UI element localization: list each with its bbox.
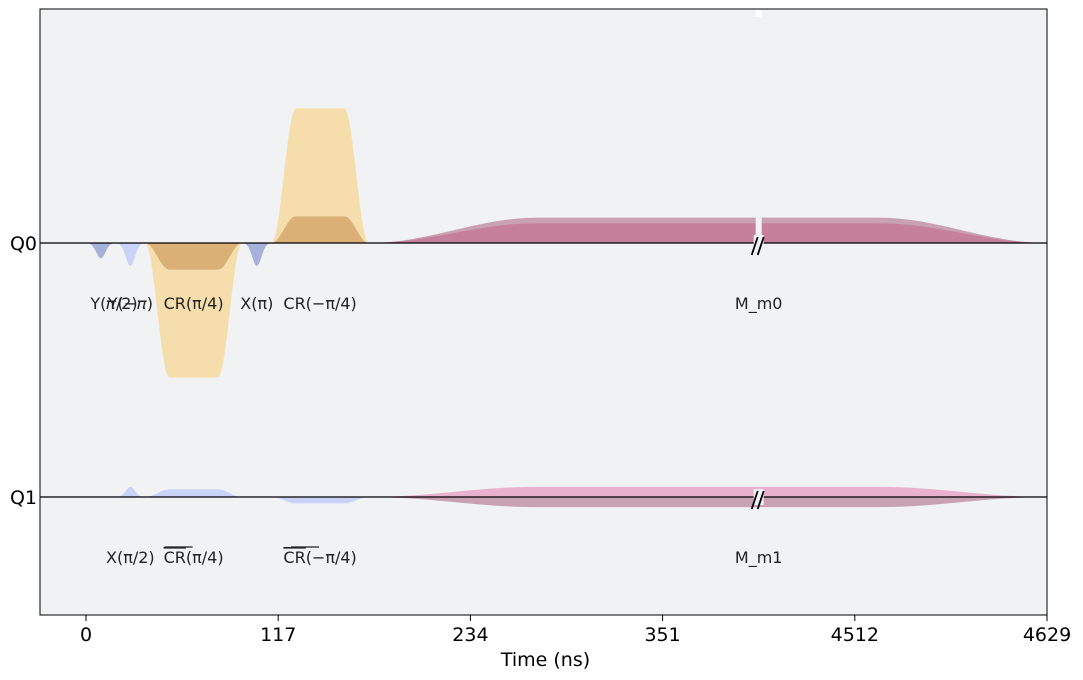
pulse-label: CR(π/4) [164,294,224,313]
x-tick-label: 234 [452,624,488,646]
baseline-layer [40,242,1047,498]
axis-break-mark [756,490,765,510]
pulse-envelope [115,486,146,497]
pulse-envelope [242,243,272,266]
pulse-envelope [368,486,1047,497]
pulse-label: X(π/2) [106,548,155,567]
channel-label: Q0 [10,233,37,255]
axis-break-top-gap [755,7,762,17]
pulse-envelope [271,497,369,504]
channel-label: Q1 [10,487,37,509]
pulse-label: X(π) [240,294,273,313]
axis-break-channel-gap [753,489,764,505]
pulse-label: Y(𝜋/2) [89,294,137,313]
pulse-inner-envelope [368,223,1047,243]
axis-break-mark [750,490,759,510]
pulse-4 [271,108,369,243]
pulse-inner-envelope [368,497,1047,508]
pulse-label: M_m0 [735,294,783,314]
pulse-5 [368,217,1047,243]
pulse-inner-envelope [145,243,243,270]
x-tick-label: 4629 [1023,624,1071,646]
axis-break-layer [750,7,765,510]
pulse-layer [86,108,1047,508]
pulse-2 [145,243,243,378]
pulse-envelope [145,243,243,378]
pulse-label: CR(−π/4) [283,548,356,567]
pulse-label: CR(−π/4) [283,294,356,313]
pulse-0 [86,243,116,259]
pulse-6 [115,486,146,497]
pulse-9 [368,486,1047,508]
axis-break-channel-gap [753,235,764,251]
x-axis-label: Time (ns) [500,649,590,671]
pulse-3 [242,243,272,266]
pulse-8 [271,497,369,504]
pulse-envelope [115,243,146,266]
pulse-label: M_m1 [735,548,783,568]
x-tick-label: 4512 [831,624,879,646]
pulse-envelope [271,108,369,243]
x-tick-label: 351 [644,624,680,646]
pulse-envelope [86,243,116,259]
pulse-label: Y(−𝜋) [107,294,153,313]
pulse-1 [115,243,146,266]
pulse-label: CR(π/4) [164,548,224,567]
pulse-envelope [145,489,243,497]
axis-break-gap [755,7,762,238]
x-tick-label: 0 [80,624,92,646]
axis-break-mark [750,236,759,256]
pulse-inner-envelope [271,216,369,243]
tick-layer: 0 117 234 351 4512 4629 [80,615,1071,646]
plot-frame [39,8,1048,616]
x-tick-label: 117 [260,624,296,646]
axis-break-mark [756,236,765,256]
label-layer: Y(𝜋/2)Y(−𝜋) CR(π/4) X(π) CR(−π/4) M_m0 X(π/2)… [10,233,783,568]
pulse-7 [145,489,243,497]
